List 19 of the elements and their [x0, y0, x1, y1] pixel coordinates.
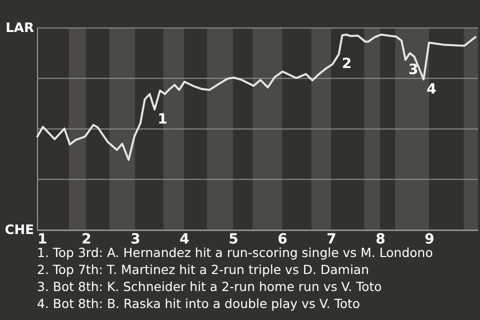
text: 2. Top 7th: T. Martinez hit a 2-run triple vs D. Damian	[37, 262, 370, 277]
ref-line-label: CHE	[4, 223, 34, 238]
x-tick-label: 8	[376, 232, 386, 248]
text: 1. Top 3rd: A. Hernandez hit a run-scoring single vs M. Londono	[37, 245, 433, 260]
x-tick-label: 9	[424, 232, 434, 248]
x-tick-label: 5	[228, 232, 238, 248]
ref-line-label: LAR	[6, 21, 34, 36]
annotation: 1	[158, 111, 168, 128]
annotation: 2	[342, 56, 352, 72]
text: 3. Bot 8th: K. Schneider hit a 2-run home run vs V. Toto	[37, 279, 382, 294]
x-tick-label: 4	[180, 232, 190, 248]
x-tick-label: 2	[82, 232, 92, 248]
x-tick-label: 6	[278, 232, 288, 248]
annotation: 3	[408, 62, 418, 78]
text: 4. Bot 8th: B. Raska hit into a double play vs V. Toto	[37, 296, 360, 311]
annotation: 4	[426, 81, 437, 98]
x-tick-label: 1	[38, 232, 48, 248]
x-tick-label: 7	[326, 232, 336, 248]
x-tick-label: 3	[130, 232, 140, 248]
